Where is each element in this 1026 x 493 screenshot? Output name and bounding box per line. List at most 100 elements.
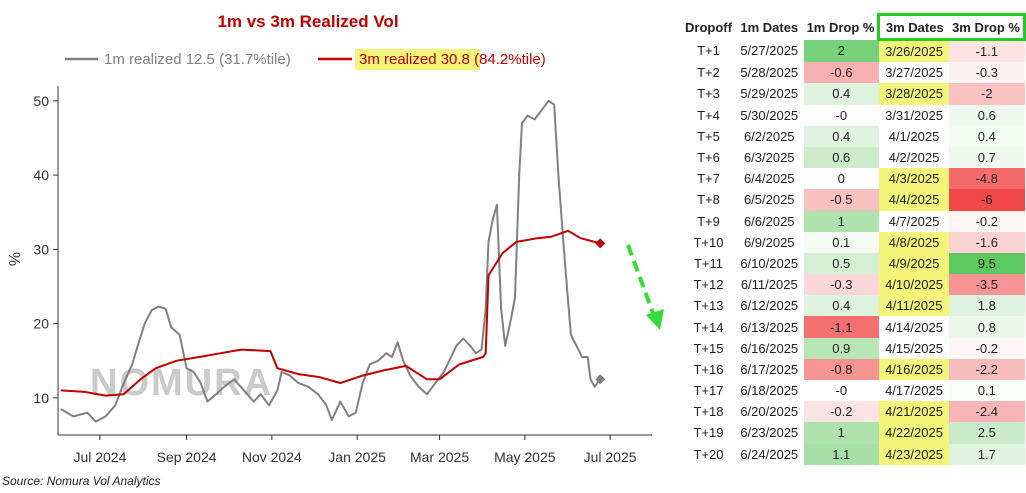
- header-3m-drop: 3m Drop %: [949, 13, 1026, 41]
- cell-3m-date: 4/7/2025: [888, 213, 940, 229]
- cell-3m-drop: 1.7: [949, 443, 1025, 465]
- chart-title: 1m vs 3m Realized Vol: [217, 12, 398, 31]
- cell-dropoff: T+8: [697, 192, 720, 208]
- chart-panel: 1m vs 3m Realized Vol 1m realized 12.5 (…: [7, 12, 664, 465]
- x-tick-label: May 2025: [494, 449, 556, 465]
- cell-dropoff: T+6: [697, 150, 720, 166]
- cell-3m-date: 4/11/2025: [878, 295, 950, 317]
- table-row: T+16 6/17/2025 -0.8 4/16/2025 -2.2: [682, 358, 1025, 380]
- table-row: T+1 5/27/2025 2 3/26/2025 -1.1: [682, 39, 1025, 63]
- projection-arrow: [626, 244, 664, 330]
- cell-1m-date: 6/17/2025: [740, 361, 799, 377]
- cell-dropoff: T+9: [697, 213, 720, 229]
- cell-dropoff: T+14: [693, 319, 724, 335]
- cell-3m-drop: -1.6: [949, 231, 1025, 253]
- cell-3m-drop: -2.2: [949, 358, 1025, 380]
- cell-3m-date: 4/1/2025: [888, 128, 940, 144]
- table-row: T+12 6/11/2025 -0.3 4/10/2025 -3.5: [682, 274, 1025, 296]
- x-tick-label: Jul 2024: [73, 449, 126, 465]
- table-row: T+13 6/12/2025 0.4 4/11/2025 1.8: [682, 295, 1025, 317]
- end-marker-1m: [595, 374, 606, 385]
- legend: 1m realized 12.5 (31.7%tile) 3m realized…: [65, 49, 546, 70]
- cell-3m-date: 3/26/2025: [878, 39, 950, 63]
- legend-3m-percentile: (84.2%tile): [470, 51, 546, 68]
- cell-dropoff: T+12: [693, 277, 724, 293]
- cell-3m-date: 3/27/2025: [885, 65, 943, 81]
- table-row: T+6 6/3/2025 0.6 4/2/2025 0.7: [682, 146, 1025, 169]
- cell-dropoff: T+7: [697, 171, 720, 187]
- cell-1m-drop: 0.4: [803, 83, 879, 105]
- table-row: T+15 6/16/2025 0.9 4/15/2025 -0.2: [682, 337, 1025, 359]
- legend-3m-highlight: [355, 49, 480, 70]
- cell-dropoff: T+20: [693, 446, 724, 462]
- cell-1m-drop: 1: [803, 422, 879, 444]
- cell-3m-date: 4/21/2025: [878, 401, 950, 423]
- cell-dropoff: T+4: [697, 107, 720, 123]
- cell-3m-drop: -0.2: [949, 337, 1025, 359]
- cell-1m-date: 6/20/2025: [740, 404, 799, 420]
- vol-line-chart: 1m vs 3m Realized Vol 1m realized 12.5 (…: [7, 12, 664, 465]
- cell-1m-drop: -0: [803, 104, 879, 126]
- y-ticks: 10 20 30 40 50: [33, 93, 58, 406]
- cell-3m-drop: -0.3: [949, 62, 1025, 84]
- header-1m-dates: 1m Dates: [740, 19, 799, 35]
- cell-3m-date: 4/16/2025: [878, 358, 950, 380]
- dropoff-table: Dropoff 1m Dates 1m Drop % 3m Dates 3m D…: [682, 13, 1026, 465]
- cell-3m-date: 4/17/2025: [885, 383, 943, 399]
- cell-1m-drop: 1.1: [803, 443, 879, 465]
- cell-1m-drop: -0: [803, 380, 879, 402]
- cell-3m-drop: 0.8: [949, 316, 1025, 338]
- cell-3m-drop: -2: [949, 83, 1025, 105]
- x-tick-label: Nov 2024: [242, 449, 302, 465]
- table-row: T+4 5/30/2025 -0 3/31/2025 0.6: [682, 104, 1025, 126]
- cell-3m-drop: 0.7: [949, 146, 1025, 169]
- cell-1m-date: 5/29/2025: [740, 86, 799, 102]
- header-3m-dates: 3m Dates: [877, 13, 950, 41]
- cell-3m-date: 4/3/2025: [878, 168, 950, 190]
- legend-1m-percentile: (31.7%tile): [215, 51, 291, 68]
- cell-1m-date: 6/4/2025: [743, 171, 795, 187]
- table-row: T+11 6/10/2025 0.5 4/9/2025 9.5: [682, 252, 1025, 275]
- cell-3m-date: 4/10/2025: [878, 274, 950, 296]
- cell-dropoff: T+10: [693, 234, 724, 250]
- end-marker-3m: [595, 238, 606, 249]
- cell-3m-drop: -0.2: [949, 210, 1025, 232]
- cell-1m-drop: -0.6: [803, 62, 879, 84]
- cell-1m-drop: -0.5: [803, 189, 879, 211]
- cell-3m-date: 4/23/2025: [878, 443, 950, 465]
- cell-3m-date: 4/22/2025: [878, 422, 950, 444]
- table-row: T+7 6/4/2025 0 4/3/2025 -4.8: [682, 168, 1025, 190]
- cell-3m-date: 3/28/2025: [878, 83, 950, 105]
- cell-1m-drop: 0.4: [803, 125, 879, 147]
- cell-1m-drop: 1: [803, 210, 879, 232]
- table-row: T+5 6/2/2025 0.4 4/1/2025 0.4: [682, 125, 1025, 147]
- cell-1m-date: 6/18/2025: [740, 383, 799, 399]
- cell-1m-drop: -0.2: [803, 401, 879, 423]
- header-1m-drop: 1m Drop %: [806, 19, 875, 35]
- cell-dropoff: T+19: [693, 425, 724, 441]
- cell-dropoff: T+2: [697, 65, 720, 81]
- cell-1m-date: 6/10/2025: [740, 255, 799, 271]
- cell-3m-drop: -3.5: [949, 274, 1025, 296]
- header-dropoff: Dropoff: [685, 19, 732, 35]
- table-row: T+9 6/6/2025 1 4/7/2025 -0.2: [682, 210, 1025, 232]
- y-tick-label: 30: [33, 241, 49, 257]
- table-body: T+1 5/27/2025 2 3/26/2025 -1.1 T+2 5/28/2025 -0…: [682, 39, 1025, 465]
- table-row: T+20 6/24/2025 1.1 4/23/2025 1.7: [682, 443, 1025, 465]
- cell-1m-drop: -1.1: [803, 316, 879, 338]
- cell-dropoff: T+18: [693, 404, 724, 420]
- cell-1m-date: 6/11/2025: [740, 277, 798, 293]
- table-row: T+3 5/29/2025 0.4 3/28/2025 -2: [682, 83, 1025, 105]
- cell-1m-date: 6/23/2025: [740, 425, 799, 441]
- projection-arrow-shaft: [626, 244, 655, 314]
- legend-label-3m: 3m realized 30.8 (84.2%tile): [359, 51, 546, 68]
- cell-1m-drop: 0.4: [803, 295, 879, 317]
- cell-1m-date: 6/12/2025: [740, 298, 799, 314]
- cell-3m-drop: 0.4: [949, 125, 1025, 147]
- cell-1m-date: 6/2/2025: [743, 128, 795, 144]
- cell-3m-date: 4/8/2025: [878, 231, 950, 253]
- cell-3m-drop: -1.1: [949, 39, 1025, 63]
- table-row: T+17 6/18/2025 -0 4/17/2025 0.1: [682, 380, 1025, 402]
- cell-1m-drop: 0.9: [803, 337, 879, 359]
- cell-1m-date: 6/9/2025: [743, 234, 795, 250]
